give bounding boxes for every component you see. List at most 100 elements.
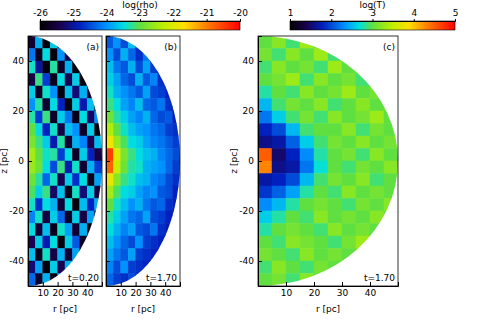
cell: [384, 149, 398, 162]
cell: [136, 74, 143, 87]
cell: [136, 174, 143, 187]
cell: [50, 99, 57, 112]
cell: [95, 111, 102, 124]
cell: [65, 61, 72, 74]
y-axis-title: z [pc]: [0, 148, 9, 173]
cell: [58, 224, 65, 237]
x-tick-label: 30: [337, 288, 349, 298]
cell: [258, 274, 272, 287]
cell: [384, 124, 398, 137]
cell: [113, 274, 120, 287]
cell: [286, 36, 300, 49]
cell: [384, 199, 398, 212]
cell: [28, 161, 35, 174]
cell: [173, 111, 180, 124]
y-axis-line: [259, 37, 263, 287]
cell: [65, 124, 72, 137]
cell: [106, 249, 113, 262]
cell: [128, 124, 135, 137]
cell: [143, 111, 150, 124]
cell: [314, 124, 328, 137]
cell: [35, 211, 42, 224]
cell: [258, 36, 272, 49]
colorbar-tick-mark: [414, 19, 415, 21]
cell: [370, 199, 384, 212]
cell: [328, 149, 342, 162]
cell: [65, 161, 72, 174]
cell: [258, 249, 272, 262]
cell: [72, 161, 79, 174]
colorbar-tick-label: 5: [453, 8, 459, 18]
cell: [300, 249, 314, 262]
cell: [35, 186, 42, 199]
cell: [43, 74, 50, 87]
cell: [121, 36, 128, 49]
cell: [150, 236, 157, 249]
cell: [136, 224, 143, 237]
y-tick-label: 40: [243, 56, 255, 66]
cell: [87, 74, 94, 87]
cell: [286, 186, 300, 199]
colorbar-tick-label: -21: [200, 8, 215, 18]
y-tick-mark: [106, 261, 110, 262]
cell: [87, 199, 94, 212]
cell: [356, 249, 370, 262]
plot-frame: [258, 36, 398, 286]
cell: [136, 49, 143, 62]
cell: [314, 149, 328, 162]
cell: [50, 249, 57, 262]
cell: [58, 36, 65, 49]
cell: [150, 186, 157, 199]
y-tick-mark: [28, 261, 32, 262]
cell: [356, 74, 370, 87]
cell: [314, 261, 328, 274]
cell: [384, 161, 398, 174]
cell: [95, 149, 102, 162]
cell: [272, 249, 286, 262]
x-axis-title: r [pc]: [131, 304, 155, 314]
cell: [258, 199, 272, 212]
cell: [113, 36, 120, 49]
cell: [370, 236, 384, 249]
colorbar-tick-mark: [455, 19, 456, 21]
y-axis: -40-2002040: [9, 37, 32, 287]
cell: [87, 236, 94, 249]
cell: [43, 99, 50, 112]
cell: [356, 124, 370, 137]
cell: [43, 236, 50, 249]
cell: [158, 124, 165, 137]
cell: [113, 236, 120, 249]
colorbar-tick-label: 2: [329, 8, 335, 18]
cell: [136, 236, 143, 249]
colorbar-tick: 4: [411, 8, 417, 21]
cell: [328, 111, 342, 124]
heatmap-cells: [258, 36, 398, 286]
cell: [50, 274, 57, 287]
cell: [121, 86, 128, 99]
cell: [342, 261, 356, 274]
x-tick: 20: [52, 282, 64, 298]
y-tick-mark: [258, 61, 262, 62]
cell: [314, 136, 328, 149]
cell: [65, 199, 72, 212]
cell: [300, 36, 314, 49]
cell: [143, 174, 150, 187]
x-tick-label: 30: [145, 288, 157, 298]
cell: [58, 236, 65, 249]
cell: [150, 74, 157, 87]
cell: [165, 86, 172, 99]
cell: [300, 49, 314, 62]
cell: [113, 86, 120, 99]
y-tick-mark: [258, 161, 262, 162]
cell: [113, 186, 120, 199]
cell: [328, 74, 342, 87]
cell: [286, 124, 300, 137]
cell: [80, 124, 87, 137]
x-axis: 10203040: [107, 282, 181, 298]
cell: [370, 186, 384, 199]
cell: [80, 161, 87, 174]
cell: [314, 186, 328, 199]
cell: [272, 199, 286, 212]
colorbar-axis: 12345: [288, 8, 459, 22]
cell: [165, 161, 172, 174]
